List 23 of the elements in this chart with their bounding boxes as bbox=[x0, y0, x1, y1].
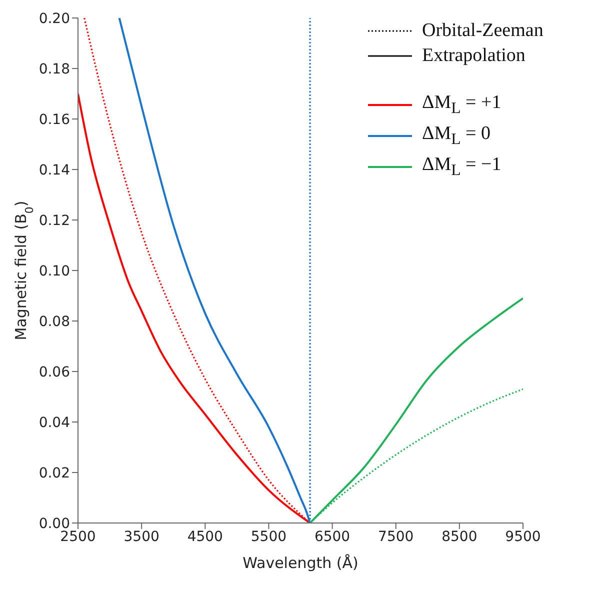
y-tick-label: 0.12 bbox=[38, 212, 70, 229]
y-tick-label: 0.18 bbox=[38, 61, 70, 78]
y-tick-label: 0.02 bbox=[38, 465, 70, 482]
legend-label: ΔM$_{L}$ = −1 bbox=[422, 152, 502, 180]
y-tick-label: 0.16 bbox=[38, 112, 70, 128]
annotation: Orbital-Zeeman bbox=[422, 19, 544, 43]
x-axis-title: Wavelength (Å) bbox=[242, 554, 358, 572]
legend-label: ΔM$_{L}$ = 0 bbox=[422, 122, 491, 150]
y-tick-label: 0.06 bbox=[38, 364, 70, 380]
y-tick-label: 0.20 bbox=[38, 10, 70, 27]
y-tick-label: 0.14 bbox=[38, 162, 70, 178]
x-tick-label: 6500 bbox=[314, 528, 350, 545]
y-tick-label: 0.04 bbox=[38, 414, 70, 431]
x-tick-label: 5500 bbox=[250, 528, 287, 545]
x-tick-label: 8500 bbox=[442, 528, 478, 545]
annotation: Extrapolation bbox=[422, 44, 526, 68]
x-tick-label: 4500 bbox=[187, 528, 223, 545]
x-tick-label: 7500 bbox=[378, 528, 414, 545]
x-tick-label: 9500 bbox=[505, 528, 541, 545]
y-tick-label: 0.08 bbox=[38, 314, 70, 330]
legend-label: ΔM$_{L}$ = +1 bbox=[422, 91, 502, 119]
y-tick-label: 0.10 bbox=[38, 263, 70, 280]
x-tick-label: 3500 bbox=[124, 528, 160, 545]
